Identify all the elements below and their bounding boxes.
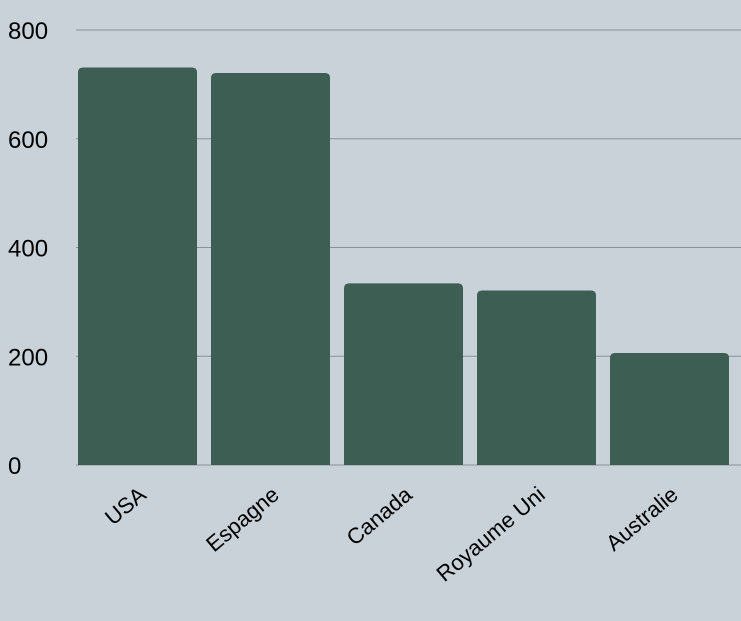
x-tick-label: Royaume Uni — [432, 482, 550, 587]
x-tick-label: Australie — [601, 482, 683, 556]
x-tick-label: USA — [100, 481, 151, 529]
y-tick-label: 400 — [8, 236, 48, 263]
bar-usa — [78, 67, 197, 466]
bar-royaume-uni — [477, 290, 596, 465]
bar-australie — [610, 352, 729, 465]
y-tick-label: 800 — [8, 18, 48, 45]
y-tick-label: 0 — [8, 453, 21, 480]
x-tick-label: Canada — [342, 481, 418, 550]
x-axis-ticks: USA Espagne Canada Royaume Uni Australie — [100, 481, 683, 586]
bar-canada — [344, 283, 463, 465]
y-axis-ticks: 0 200 400 600 800 — [8, 18, 48, 480]
y-tick-label: 200 — [8, 344, 48, 371]
x-tick-label: Espagne — [201, 482, 284, 557]
bar-espagne — [211, 72, 330, 466]
y-tick-label: 600 — [8, 127, 48, 154]
bars — [78, 67, 729, 466]
